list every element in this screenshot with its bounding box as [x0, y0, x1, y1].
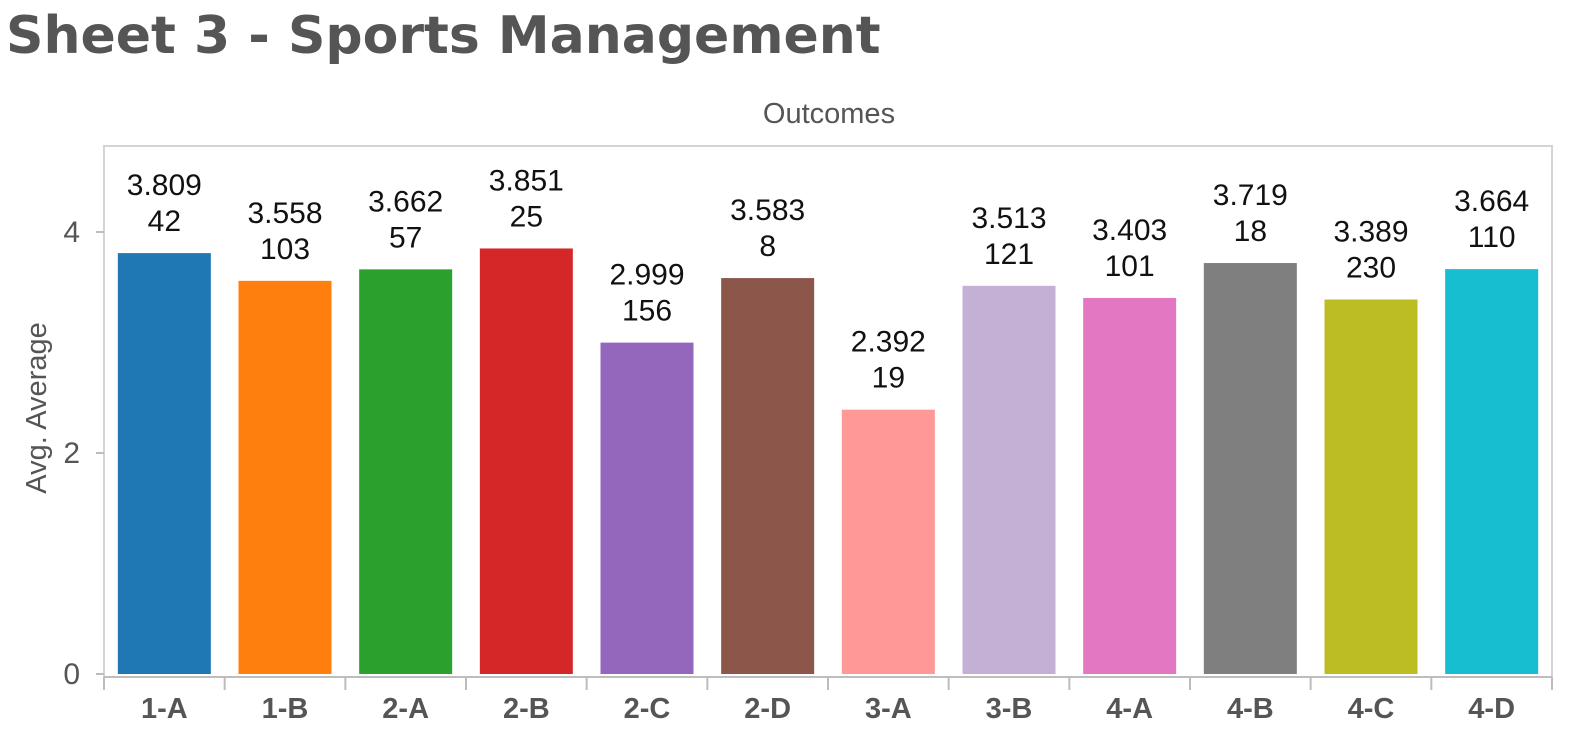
bar-value-label: 3.809: [127, 169, 202, 202]
page-title: Sheet 3 - Sports Management: [6, 6, 881, 66]
x-category-label: 2-B: [503, 693, 550, 725]
x-category-label: 4-B: [1227, 693, 1274, 725]
bar-2-a: [359, 269, 453, 674]
bar-4-d: [1445, 269, 1539, 674]
x-axis: 1-A 1-B 2-A 2-B 2-C 2-D 3-A 3-B 4-A 4-B 4-C 4-D: [103, 676, 1553, 725]
bar-value-label: 3.583: [730, 194, 805, 227]
bar-count-label: 8: [759, 230, 776, 263]
bar-count-label: 25: [510, 200, 543, 233]
bar-count-label: 230: [1346, 252, 1396, 285]
x-category-label: 4-C: [1348, 693, 1395, 725]
x-category-label: 1-B: [262, 693, 309, 725]
bar-value-label: 3.403: [1092, 214, 1167, 247]
bar-2-b: [479, 248, 573, 675]
bar-2-d: [721, 278, 815, 674]
bar-4-b: [1203, 263, 1297, 674]
bar-3-a: [841, 409, 935, 674]
bar-count-label: 103: [260, 233, 310, 266]
x-category-label: 2-C: [624, 693, 671, 725]
bar-value-label: 3.851: [489, 164, 564, 197]
x-category-label: 2-D: [744, 693, 791, 725]
bar-value-label: 2.392: [851, 326, 926, 359]
bar-4-c: [1324, 299, 1418, 674]
bar-count-label: 42: [148, 205, 181, 238]
y-tick-label: 0: [63, 658, 80, 691]
x-category-label: 4-D: [1468, 693, 1515, 725]
bar-4-a: [1083, 297, 1177, 674]
bar-count-label: 57: [389, 221, 422, 254]
bar-value-label: 3.389: [1333, 216, 1408, 249]
y-axis: 0 2 4: [63, 216, 104, 691]
bar-value-label: 3.558: [247, 197, 322, 230]
x-category-label: 3-A: [865, 693, 912, 725]
y-axis-label: Avg. Average: [21, 322, 53, 493]
y-tick-label: 4: [63, 216, 80, 249]
bar-value-label: 3.662: [368, 185, 443, 218]
bar-count-label: 19: [872, 362, 905, 395]
bar-value-label: 2.999: [609, 259, 684, 292]
x-category-label: 2-A: [382, 693, 429, 725]
x-category-label: 3-B: [986, 693, 1033, 725]
bar-count-label: 18: [1234, 215, 1267, 248]
bar-value-label: 3.513: [971, 202, 1046, 235]
bar-value-label: 3.664: [1454, 185, 1529, 218]
bar-1-a: [117, 253, 211, 674]
bar-1-b: [238, 280, 332, 674]
y-tick-label: 2: [63, 437, 80, 470]
bar-count-label: 101: [1105, 250, 1155, 283]
bar-3-b: [962, 285, 1056, 674]
bar-count-label: 156: [622, 295, 672, 328]
bar-count-label: 121: [984, 238, 1034, 271]
x-category-label: 1-A: [141, 693, 188, 725]
bar-count-label: 110: [1468, 221, 1516, 254]
chart-subtitle: Outcomes: [763, 98, 895, 130]
bar-2-c: [600, 342, 694, 674]
bar-value-label: 3.719: [1213, 179, 1288, 212]
x-category-label: 4-A: [1106, 693, 1153, 725]
